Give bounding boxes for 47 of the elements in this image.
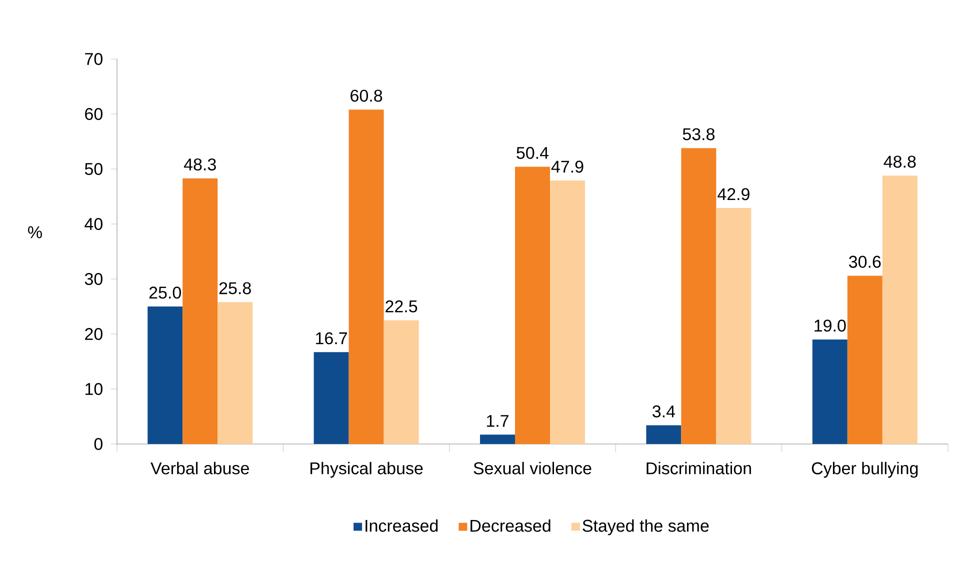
data-label: 48.8 <box>884 156 916 168</box>
data-label: 48.3 <box>184 158 216 170</box>
bar <box>550 180 586 444</box>
data-label: 22.5 <box>386 300 418 312</box>
y-tick-label: 0 <box>94 438 102 450</box>
y-axis-title: % <box>28 226 42 238</box>
data-label: 47.9 <box>551 160 584 173</box>
x-tick-label: Verbal abuse <box>150 462 249 474</box>
data-label: 25.0 <box>149 286 181 299</box>
x-tick-label: Physical abuse <box>310 462 423 478</box>
bar <box>681 148 716 444</box>
data-label: 30.6 <box>849 256 881 268</box>
y-tick-label: 20 <box>85 328 102 340</box>
bar <box>182 178 218 444</box>
data-label: 25.8 <box>219 282 251 294</box>
y-tick-label: 40 <box>84 218 102 230</box>
y-tick-label: 50 <box>84 162 102 176</box>
bar <box>148 306 183 444</box>
bar <box>812 340 848 444</box>
legend-label: Increased <box>366 519 438 532</box>
bar <box>716 208 752 444</box>
data-label: 16.7 <box>316 332 347 344</box>
data-label: 60.8 <box>350 90 382 102</box>
bar <box>480 434 516 444</box>
bar <box>384 320 419 444</box>
y-tick-label: 10 <box>86 382 102 396</box>
data-label: 42.9 <box>718 188 750 200</box>
legend-label: Decreased <box>470 519 550 532</box>
y-tick-label: 70 <box>85 52 102 66</box>
legend-label: Stayed the same <box>582 519 709 536</box>
y-tick-label: 60 <box>85 108 102 120</box>
data-label: 53.8 <box>682 128 715 140</box>
bar <box>218 302 253 444</box>
bar <box>847 276 882 444</box>
x-tick-label: Discrimination <box>646 462 751 474</box>
data-label: 50.4 <box>516 146 549 159</box>
bar <box>314 352 349 444</box>
data-label: 19.0 <box>814 320 846 332</box>
bar <box>348 110 384 444</box>
bar <box>515 166 550 444</box>
bar <box>882 176 918 444</box>
data-label: 3.4 <box>652 405 676 418</box>
x-tick-label: Sexual violence <box>474 462 592 474</box>
bar <box>646 425 682 444</box>
x-tick-label: Cyber bullying <box>812 462 918 478</box>
y-tick-label: 30 <box>84 272 102 286</box>
data-label: 1.7 <box>486 415 508 427</box>
